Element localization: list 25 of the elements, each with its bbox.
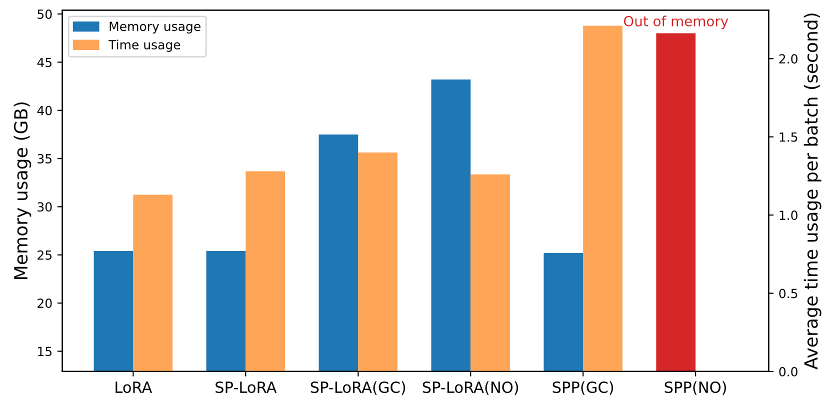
- y-tick-label: 20: [38, 298, 52, 308]
- legend-label: Memory usage: [110, 22, 200, 34]
- y2-axis-title: Average time usage per batch (second): [804, 14, 822, 370]
- y2-tick-label: 0.5: [779, 288, 798, 298]
- bar: [583, 26, 622, 372]
- y-tick-label: 45: [37, 58, 52, 68]
- y-tick-label: 15: [38, 346, 52, 356]
- y2-tick-label: 1.5: [780, 132, 798, 142]
- x-tick-label: SP-LoRA: [216, 381, 277, 394]
- y-axis-title: Memory usage (GB): [14, 102, 32, 279]
- y-tick-label: 30: [38, 202, 52, 212]
- y2-tick-label: 0.0: [779, 366, 798, 376]
- x-tick-label: SPP(GC): [552, 381, 614, 395]
- y-tick-label: 40: [37, 106, 52, 116]
- legend-label: Time usage: [108, 40, 180, 52]
- x-tick-label: SP-LoRA(NO): [422, 381, 518, 395]
- x-tick-label: SP-LoRA(GC): [310, 381, 406, 395]
- y2-tick-label: 1.0: [780, 210, 798, 220]
- x-tick-label: SPP(NO): [664, 381, 726, 395]
- x-tick-label: LoRA: [116, 382, 152, 394]
- y-tick-label: 25: [38, 250, 52, 260]
- y2-tick-label: 2.0: [779, 54, 798, 64]
- y-tick-label: 50: [38, 9, 52, 19]
- annotation: Out of memory: [624, 16, 728, 30]
- y-tick-label: 35: [38, 154, 52, 164]
